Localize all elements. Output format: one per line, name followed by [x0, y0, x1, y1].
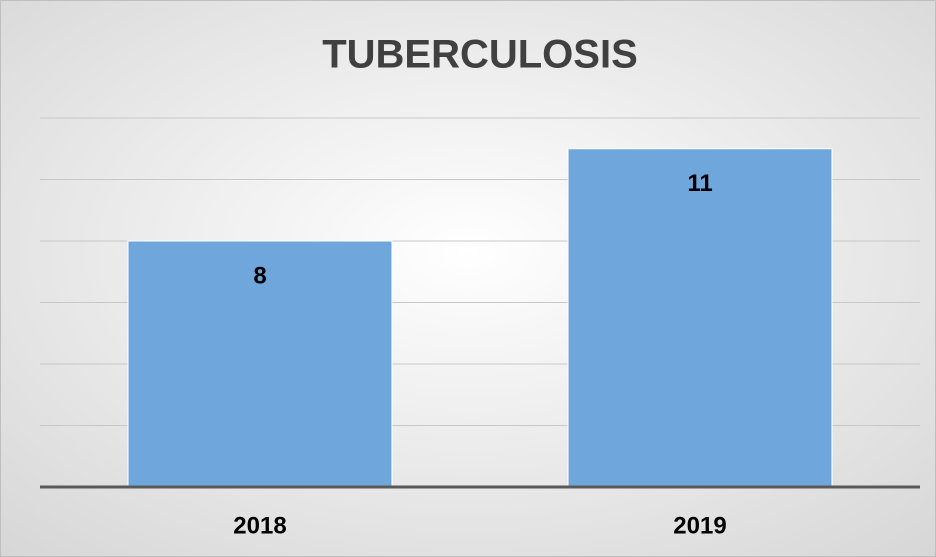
data-label: 8 [253, 262, 266, 289]
bar [127, 240, 393, 488]
x-tick-label: 2019 [673, 512, 726, 539]
x-tick-label: 2018 [233, 512, 286, 539]
bar [567, 148, 833, 488]
chart-title: TUBERCULOSIS [322, 33, 638, 77]
data-label: 11 [687, 170, 712, 197]
